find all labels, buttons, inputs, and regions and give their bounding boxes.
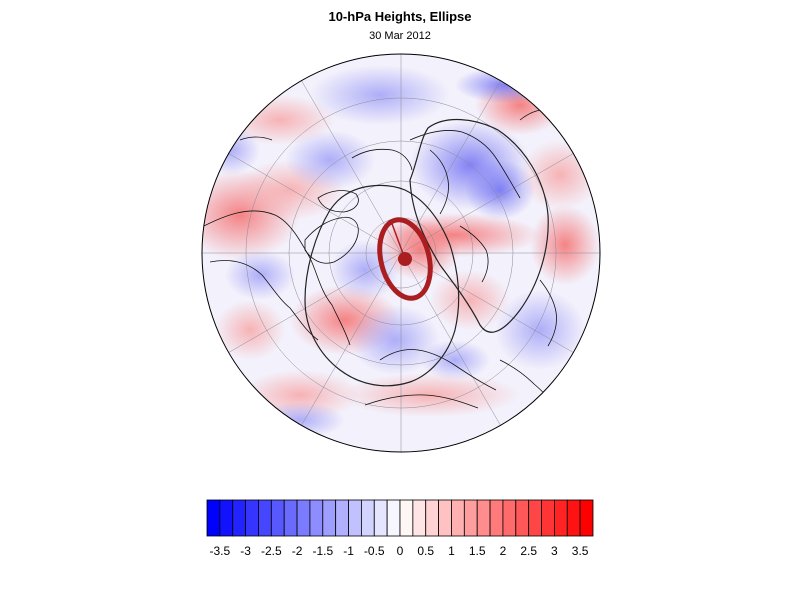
colorbar-box bbox=[360, 499, 375, 537]
colorbar-box bbox=[566, 499, 581, 537]
colorbar-box bbox=[541, 499, 555, 537]
colorbar-box bbox=[232, 499, 247, 537]
colorbar-box bbox=[258, 499, 272, 537]
colorbar-box bbox=[309, 499, 324, 537]
colorbar-box bbox=[373, 499, 388, 537]
colorbar-tick-label: -0.5 bbox=[363, 544, 385, 558]
colorbar-box bbox=[451, 499, 465, 537]
plot-title: 10-hPa Heights, Ellipse bbox=[328, 9, 472, 24]
colorbar-box bbox=[283, 499, 298, 537]
ellipse-center-marker bbox=[398, 252, 412, 266]
meridian-line bbox=[228, 153, 402, 254]
meridian-line bbox=[400, 252, 501, 426]
polar-map bbox=[201, 53, 601, 453]
colorbar-tick-label: -2.5 bbox=[260, 544, 282, 558]
colorbar-box bbox=[296, 499, 311, 537]
meridian-line bbox=[400, 153, 574, 254]
colorbar-box bbox=[425, 499, 440, 537]
colorbar-box bbox=[554, 499, 568, 537]
colorbar-box bbox=[463, 499, 478, 537]
colorbar-box bbox=[322, 499, 337, 537]
anomaly-field bbox=[202, 54, 600, 452]
colorbar-box bbox=[206, 499, 221, 537]
colorbar-tick-label: 0.5 bbox=[417, 544, 435, 558]
colorbar-tick-label: 0 bbox=[396, 544, 404, 558]
colorbar-tick-label: -2 bbox=[291, 544, 303, 558]
colorbar-tick-label: -3.5 bbox=[209, 544, 231, 558]
map-border bbox=[201, 53, 601, 453]
meridian-line bbox=[400, 80, 501, 254]
meridian-line bbox=[301, 252, 402, 426]
plot-date: 30 Mar 2012 bbox=[369, 30, 431, 42]
colorbar-box bbox=[515, 499, 530, 537]
meridian-line bbox=[228, 252, 402, 353]
colorbar-box bbox=[476, 499, 491, 537]
colorbar-box bbox=[489, 499, 504, 537]
colorbar-tick-label: 1.5 bbox=[468, 544, 486, 558]
colorbar-box bbox=[270, 499, 285, 537]
vortex-ellipse bbox=[377, 217, 433, 301]
colorbar-box bbox=[335, 499, 349, 537]
colorbar-box bbox=[386, 499, 401, 537]
colorbar-box bbox=[502, 499, 517, 537]
meridian-line bbox=[301, 80, 402, 254]
colorbar-tick-label: -3 bbox=[240, 544, 251, 558]
colorbar-tick-label: 3.5 bbox=[571, 544, 589, 558]
colorbar-box bbox=[245, 499, 259, 537]
colorbar-box bbox=[399, 499, 414, 537]
colorbar-box bbox=[438, 499, 452, 537]
colorbar-tick-label: 3 bbox=[551, 544, 558, 558]
colorbar-box bbox=[412, 499, 427, 537]
colorbar-box bbox=[528, 499, 542, 537]
colorbar-box bbox=[348, 499, 362, 537]
colorbar-tick-label: 1 bbox=[448, 544, 455, 558]
colorbar-box bbox=[219, 499, 234, 537]
colorbar-tick-label: 2.5 bbox=[520, 544, 537, 558]
colorbar-box bbox=[579, 499, 594, 537]
colorbar-tick-label: -1 bbox=[343, 544, 354, 558]
colorbar-tick-label: -1.5 bbox=[312, 544, 334, 558]
colorbar-tick-label: 2 bbox=[499, 544, 507, 558]
